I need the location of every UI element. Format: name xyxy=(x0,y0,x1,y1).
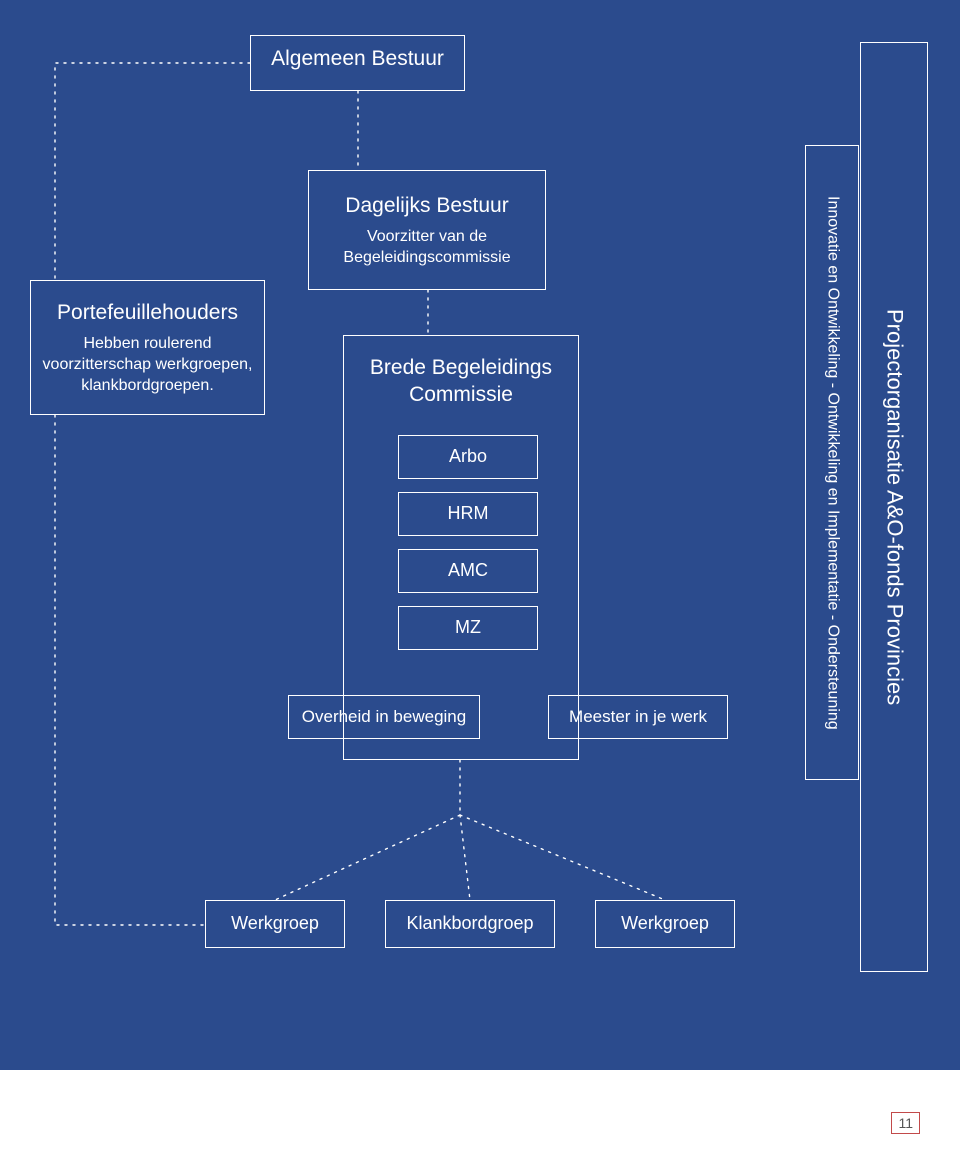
node-sub-hrm: HRM xyxy=(398,492,538,536)
node-sub-mz: MZ xyxy=(398,606,538,650)
node-title: Portefeuillehouders xyxy=(57,299,238,326)
node-werkgroep-left: Werkgroep xyxy=(205,900,345,948)
node-desc: Hebben roulerend voorzitterschap werkgro… xyxy=(41,334,254,396)
node-dagelijks-bestuur: Dagelijks Bestuur Voorzitter van de Bege… xyxy=(308,170,546,290)
node-portefeuillehouders: Portefeuillehouders Hebben roulerend voo… xyxy=(30,280,265,415)
node-label: MZ xyxy=(455,616,481,639)
node-innovatie-vertical: Innovatie en Ontwikkeling - Ontwikkeling… xyxy=(805,145,859,780)
node-label: AMC xyxy=(448,559,488,582)
node-label: Projectorganisatie A&O-fonds Provincies xyxy=(880,309,909,705)
node-desc: Voorzitter van de Begeleidingscommissie xyxy=(319,227,535,269)
node-label: Werkgroep xyxy=(231,912,319,935)
node-title-line2: Commissie xyxy=(409,381,513,408)
node-klankbordgroep: Klankbordgroep xyxy=(385,900,555,948)
node-werkgroep-right: Werkgroep xyxy=(595,900,735,948)
node-label: Klankbordgroep xyxy=(406,912,533,935)
node-label: Overheid in beweging xyxy=(302,706,466,728)
node-meester-in-je-werk: Meester in je werk xyxy=(548,695,728,739)
node-sub-amc: AMC xyxy=(398,549,538,593)
node-title-line1: Brede Begeleidings xyxy=(370,354,552,381)
node-projectorganisatie-vertical: Projectorganisatie A&O-fonds Provincies xyxy=(860,42,928,972)
page-number: 11 xyxy=(891,1112,920,1134)
node-label: Werkgroep xyxy=(621,912,709,935)
diagram-panel: Algemeen Bestuur Portefeuillehouders Heb… xyxy=(0,0,960,1070)
node-label: HRM xyxy=(448,502,489,525)
node-algemeen-bestuur: Algemeen Bestuur xyxy=(250,35,465,91)
node-label: Arbo xyxy=(449,445,487,468)
node-label: Algemeen Bestuur xyxy=(271,45,444,72)
node-title: Dagelijks Bestuur xyxy=(345,192,508,219)
node-label: Innovatie en Ontwikkeling - Ontwikkeling… xyxy=(822,196,843,730)
page-number-text: 11 xyxy=(898,1115,913,1131)
node-overheid-in-beweging: Overheid in beweging xyxy=(288,695,480,739)
node-label: Meester in je werk xyxy=(569,706,707,728)
node-sub-arbo: Arbo xyxy=(398,435,538,479)
